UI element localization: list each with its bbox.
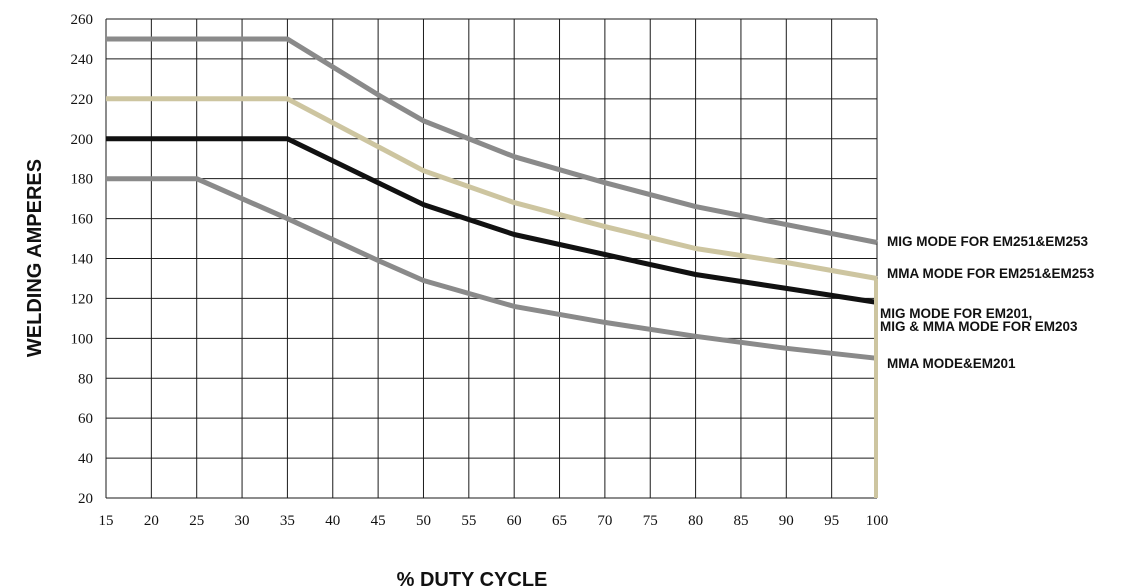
x-tick-label: 35 xyxy=(280,513,295,529)
x-axis-title: % DUTY CYCLE xyxy=(397,569,548,588)
series-label-4: MMA MODE&EM201 xyxy=(887,356,1016,371)
x-tick-label: 95 xyxy=(824,513,839,529)
x-tick-label: 80 xyxy=(688,513,703,529)
y-axis-title: WELDING AMPERES xyxy=(24,159,46,357)
y-tick-label: 20 xyxy=(78,491,93,507)
tick-labels: 15 20 25 30 35 40 45 50 55 60 65 70 75 80 85 90 95 100 20 4… xyxy=(71,12,889,529)
x-tick-label: 40 xyxy=(325,513,340,529)
series-line-4 xyxy=(106,176,878,361)
x-tick-label: 100 xyxy=(866,513,889,529)
series-label-1: MIG MODE FOR EM251&EM253 xyxy=(887,234,1089,249)
y-tick-label: 100 xyxy=(71,331,94,347)
x-tick-label: 65 xyxy=(552,513,567,529)
x-tick-label: 15 xyxy=(99,513,114,529)
x-tick-label: 70 xyxy=(597,513,612,529)
x-tick-label: 45 xyxy=(371,513,386,529)
x-tick-label: 90 xyxy=(779,513,794,529)
x-tick-label: 50 xyxy=(416,513,431,529)
x-tick-label: 55 xyxy=(461,513,476,529)
y-tick-label: 160 xyxy=(71,212,94,228)
x-tick-label: 20 xyxy=(144,513,159,529)
series-labels: MIG MODE FOR EM251&EM253 MMA MODE FOR EM2… xyxy=(880,234,1095,371)
y-tick-label: 240 xyxy=(71,52,94,68)
grid xyxy=(105,18,878,499)
x-tick-label: 25 xyxy=(189,513,204,529)
x-tick-label: 75 xyxy=(643,513,658,529)
y-tick-label: 200 xyxy=(71,132,94,148)
y-tick-label: 80 xyxy=(78,371,93,387)
series-label-2: MMA MODE FOR EM251&EM253 xyxy=(887,266,1095,281)
x-tick-label: 85 xyxy=(733,513,748,529)
y-tick-label: 140 xyxy=(71,252,94,268)
x-tick-label: 60 xyxy=(507,513,522,529)
y-tick-label: 180 xyxy=(71,172,94,188)
y-tick-label: 260 xyxy=(71,12,94,28)
y-tick-label: 40 xyxy=(78,451,93,467)
series-lines xyxy=(105,36,878,498)
y-tick-label: 220 xyxy=(71,92,94,108)
series-label-3: MIG MODE FOR EM201, xyxy=(880,306,1032,321)
series-label-3: MIG & MMA MODE FOR EM203 xyxy=(880,319,1078,334)
x-tick-label: 30 xyxy=(235,513,250,529)
y-tick-label: 120 xyxy=(71,291,94,307)
y-tick-label: 60 xyxy=(78,411,93,427)
